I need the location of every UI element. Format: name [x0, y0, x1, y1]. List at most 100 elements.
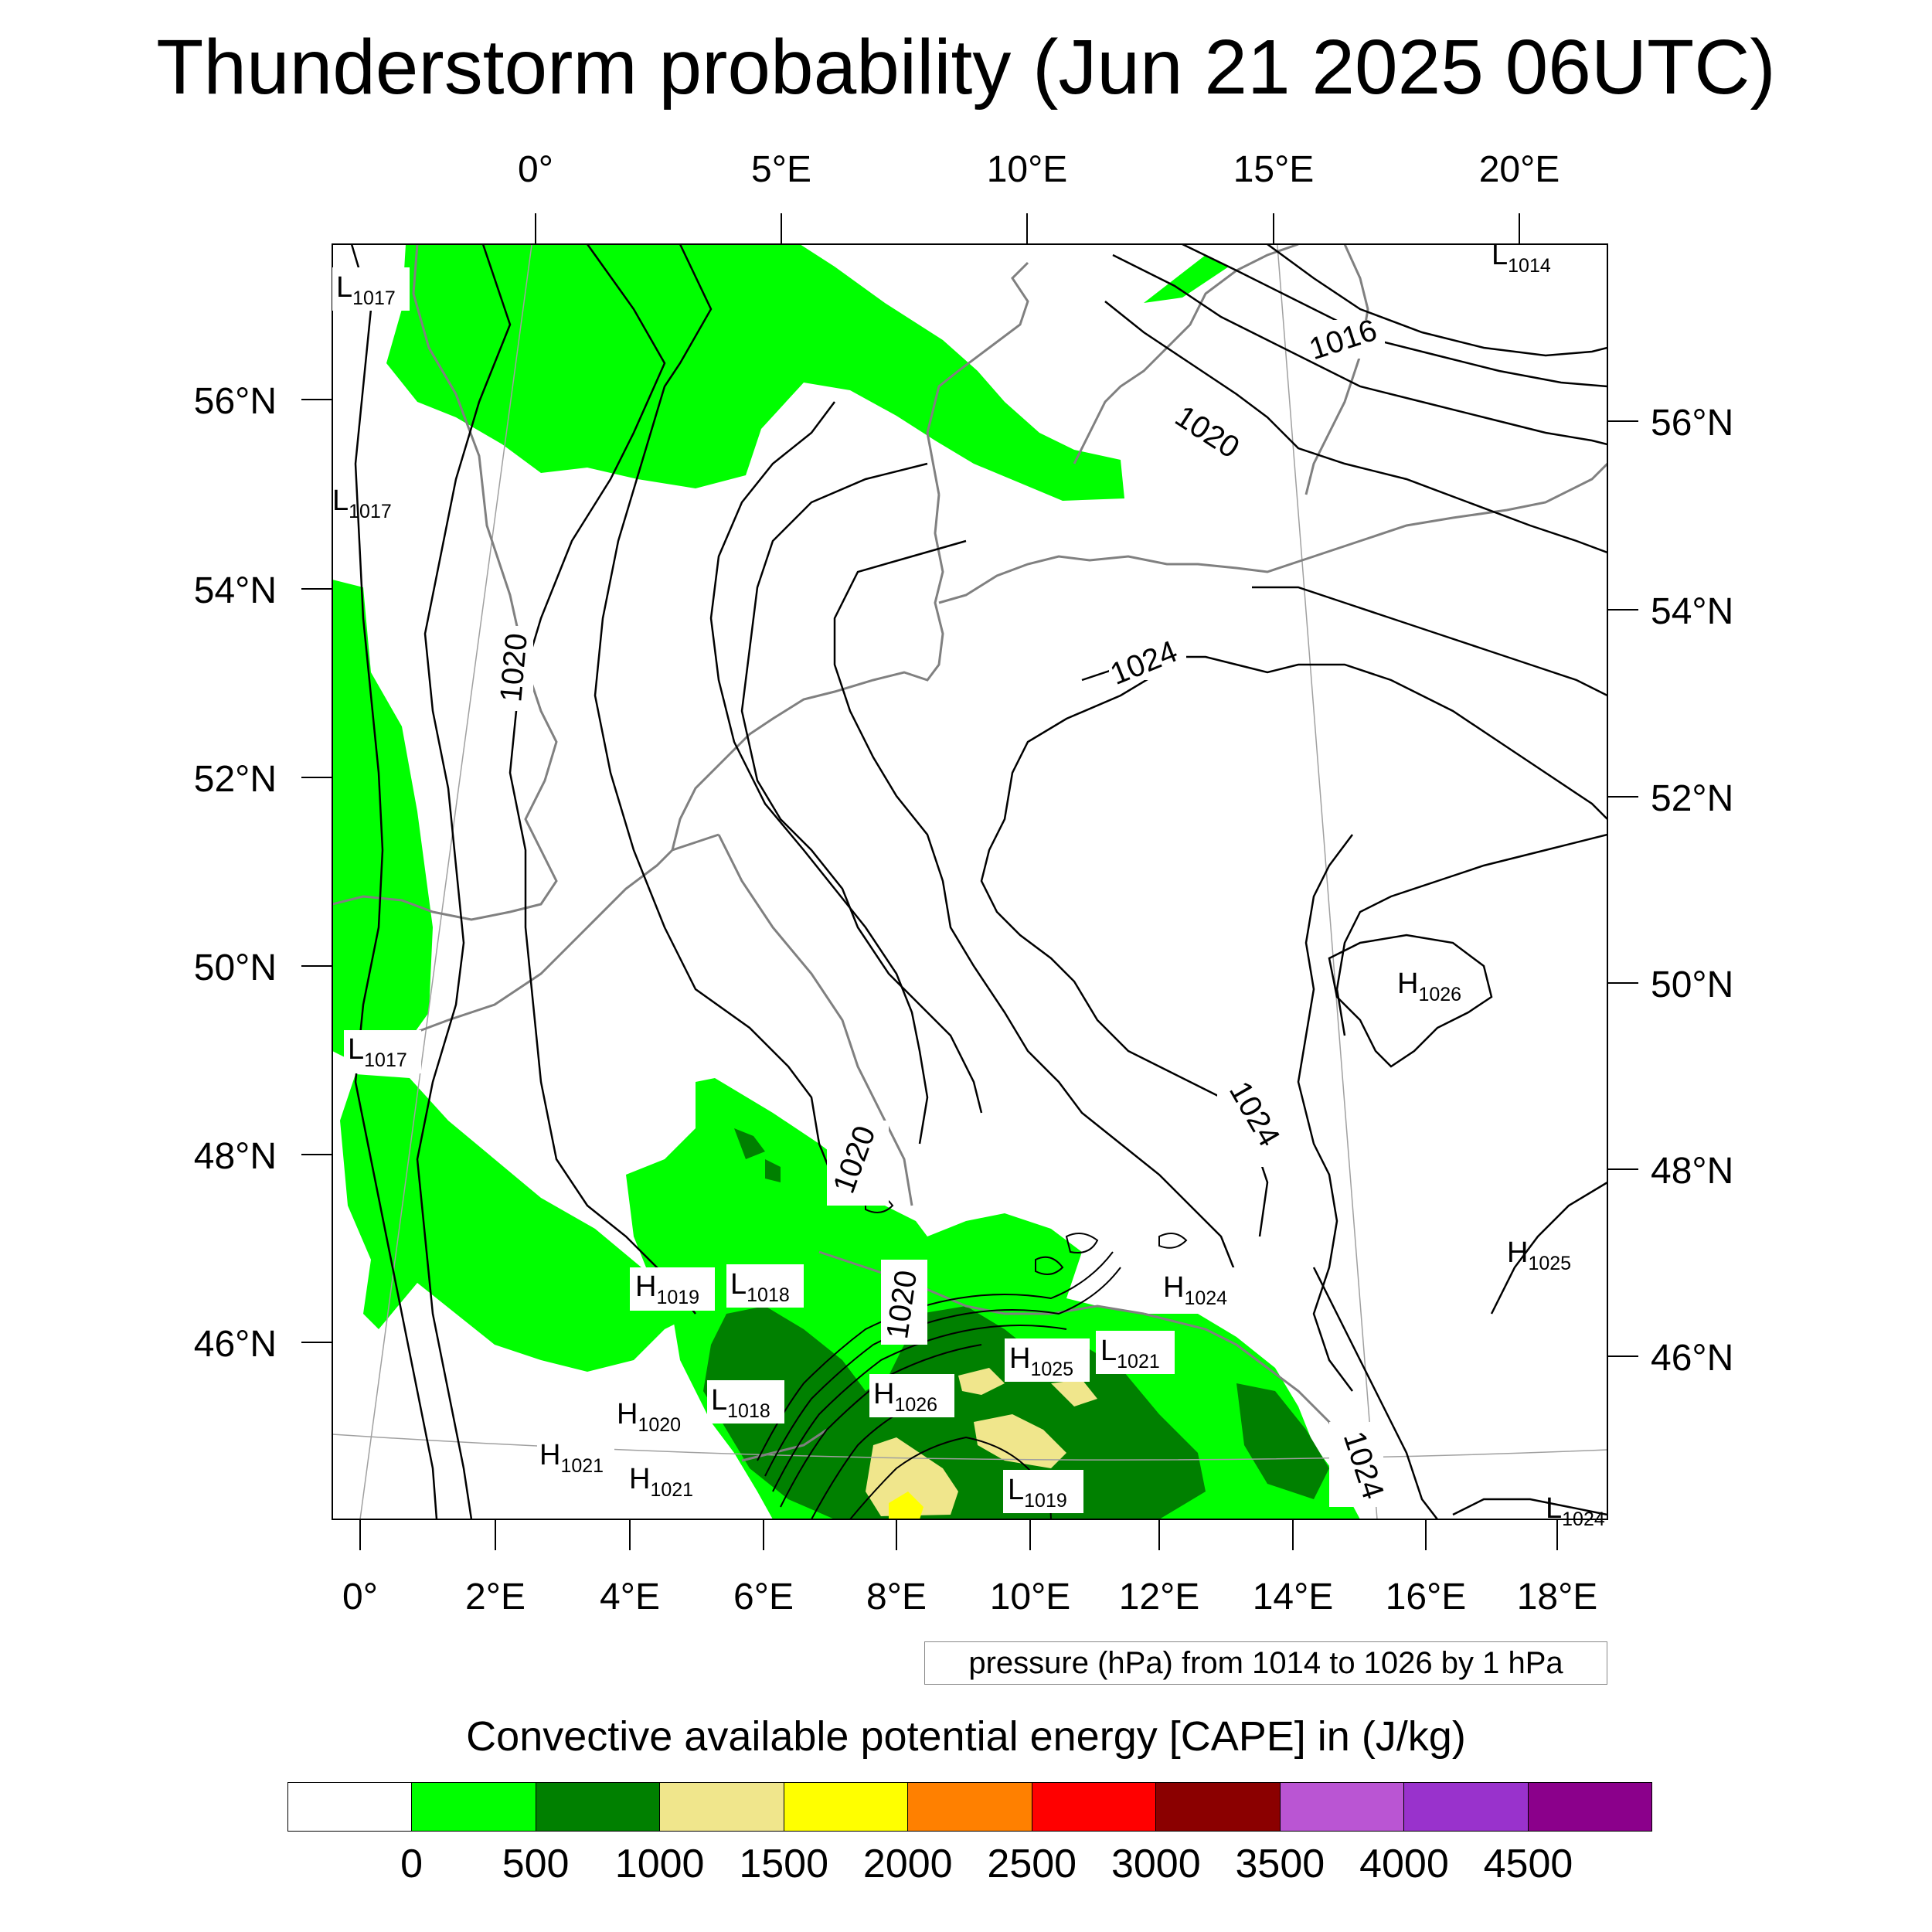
- colorbar-label: 1000: [614, 1842, 705, 1886]
- isobar-14: [1081, 655, 1607, 820]
- pressure-center: L1021: [1096, 1331, 1175, 1374]
- isobar-12: [1267, 244, 1607, 357]
- coast-denmark: [926, 261, 1029, 495]
- top-lon-labels: 0° 5°E 10°E 15°E 20°E: [518, 149, 1560, 190]
- map-frame: [332, 243, 1608, 1520]
- pressure-center: L1014: [1492, 239, 1551, 277]
- right-lat-label: 46°N: [1651, 1338, 1733, 1379]
- svg-text:H1021: H1021: [539, 1439, 604, 1477]
- isobar-7: [833, 539, 1238, 1276]
- top-lon-label: 5°E: [751, 149, 811, 190]
- top-lon-label: 15°E: [1233, 149, 1315, 190]
- top-lon-label: 0°: [518, 149, 553, 190]
- left-lat-label: 46°N: [194, 1324, 277, 1365]
- colorbar-bin: [908, 1783, 1032, 1831]
- top-lon-label: 10°E: [987, 149, 1068, 190]
- colorbar-bin: [1528, 1783, 1651, 1831]
- pressure-center: H1019: [630, 1267, 715, 1311]
- pressure-center: L1019: [1003, 1470, 1083, 1513]
- cape-area-west-channel: [332, 580, 433, 1059]
- graticule: [332, 244, 1607, 1519]
- pressure-center: H1024: [1155, 1267, 1240, 1311]
- svg-text:H1025: H1025: [1009, 1342, 1073, 1380]
- svg-text:L1019: L1019: [1008, 1474, 1067, 1512]
- pressure-center: L1024: [1546, 1492, 1605, 1530]
- colorbar-label: 4000: [1359, 1842, 1449, 1886]
- isobar-1: [350, 244, 438, 1519]
- cape-area-khaki-4: [1051, 1379, 1097, 1406]
- left-lat-label: 50°N: [194, 947, 277, 988]
- colorbar-label: 2000: [862, 1842, 953, 1886]
- pressure-center: L1018: [707, 1380, 784, 1423]
- colorbar-label: 2500: [987, 1842, 1077, 1886]
- chart-title: Thunderstorm probability (Jun 21 2025 06…: [156, 24, 1776, 111]
- bottom-lon-label: 6°E: [733, 1577, 794, 1617]
- svg-text:H1021: H1021: [629, 1463, 693, 1501]
- isobar-9: [1104, 301, 1607, 554]
- coast-riviera: [741, 1428, 828, 1462]
- pressure-center: L1017: [332, 485, 392, 522]
- svg-text:H1026: H1026: [1397, 968, 1461, 1005]
- coast-baltic-east: [1304, 244, 1369, 495]
- svg-text:H1025: H1025: [1507, 1236, 1571, 1274]
- cape-area-khaki-2: [974, 1414, 1066, 1468]
- coastlines: [332, 244, 1607, 1485]
- colorbar: [287, 1782, 1652, 1832]
- colorbar-label: 4500: [1483, 1842, 1573, 1886]
- cape-area-dark-2: [1236, 1383, 1329, 1499]
- isobar-15: [1297, 834, 1353, 1392]
- isobar-20: [1452, 1498, 1607, 1516]
- cape-1000-1500-areas: [866, 1368, 1097, 1516]
- coast-france-north: [417, 833, 719, 1033]
- isobar-label: 1020: [1169, 399, 1246, 464]
- isobar-19: [1312, 1267, 1438, 1519]
- left-lat-label: 52°N: [194, 759, 277, 800]
- pressure-center: H1021: [537, 1436, 614, 1479]
- colorbar-bin: [288, 1783, 413, 1831]
- isobar-2: [416, 244, 512, 1519]
- cape-area-dark-4: [765, 1159, 781, 1182]
- isobar-13: [1252, 586, 1607, 697]
- legend-title: Convective available potential energy [C…: [466, 1713, 1466, 1760]
- colorbar-bin: [1032, 1783, 1157, 1831]
- isobar-3: [509, 244, 696, 1315]
- svg-text:H1026: H1026: [873, 1378, 937, 1416]
- left-lat-label: 54°N: [194, 570, 277, 611]
- isobar-4: [594, 244, 836, 1183]
- svg-text:L1024: L1024: [1546, 1492, 1605, 1530]
- colorbar-bin: [412, 1783, 536, 1831]
- pressure-center: H1026: [869, 1374, 954, 1417]
- isobar-6: [740, 462, 983, 1114]
- right-lat-label: 48°N: [1651, 1151, 1733, 1192]
- colorbar-bin: [1280, 1783, 1405, 1831]
- cape-area-dark-3: [734, 1128, 765, 1159]
- colorbar-bin: [660, 1783, 784, 1831]
- right-lat-label: 54°N: [1651, 591, 1733, 632]
- colorbar-label: 0: [400, 1842, 423, 1886]
- svg-text:L1018: L1018: [711, 1384, 770, 1422]
- isobar-10: [1112, 253, 1607, 446]
- bottom-lon-label: 4°E: [600, 1577, 660, 1617]
- left-lat-label: 56°N: [194, 381, 277, 422]
- colorbar-bin: [536, 1783, 661, 1831]
- colorbar-label: 500: [502, 1842, 570, 1886]
- pressure-centers: L1014 L1017 L1017 L1017 H1026 H1025 H102…: [332, 239, 1605, 1530]
- bottom-lon-label: 18°E: [1517, 1577, 1598, 1617]
- isobar-label: 1020: [494, 632, 534, 703]
- pressure-center: L1017: [344, 1030, 421, 1073]
- left-lat-labels: 56°N 54°N 52°N 50°N 48°N 46°N: [194, 381, 277, 1365]
- isobar-5: [709, 401, 929, 1145]
- cape-area-khaki-3: [958, 1368, 1005, 1395]
- colorbar-bin: [784, 1783, 909, 1831]
- border-france-germany: [717, 834, 913, 1206]
- isobar-17: [1328, 934, 1493, 1068]
- bottom-lon-label: 14°E: [1253, 1577, 1334, 1617]
- pressure-center: H1021: [626, 1459, 709, 1502]
- colorbar-label: 1500: [739, 1842, 829, 1886]
- bottom-lon-label: 8°E: [866, 1577, 927, 1617]
- top-lon-label: 20°E: [1479, 149, 1560, 190]
- svg-text:L1017: L1017: [336, 271, 396, 309]
- right-lat-label: 50°N: [1651, 964, 1733, 1005]
- colorbar-bin: [1156, 1783, 1281, 1831]
